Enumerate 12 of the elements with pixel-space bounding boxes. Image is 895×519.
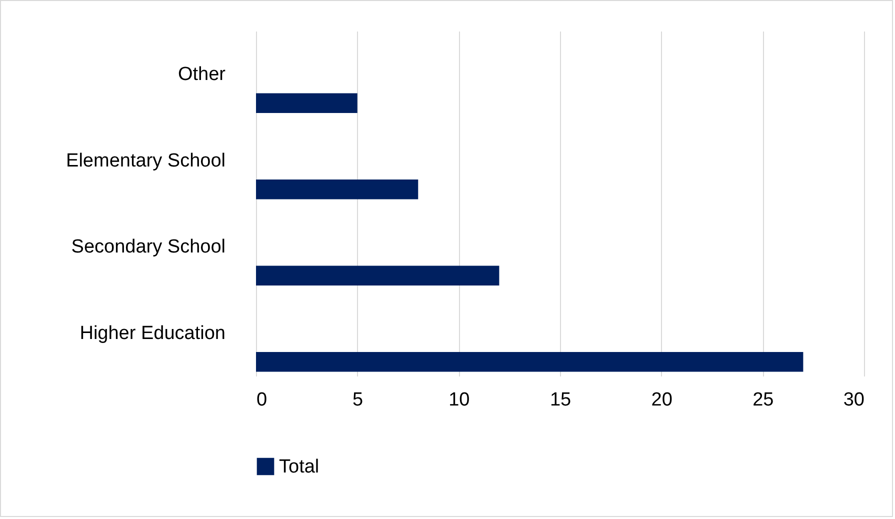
legend-label: Total bbox=[279, 456, 320, 478]
y-tick-label: Other bbox=[178, 64, 226, 86]
x-tick-label: 15 bbox=[550, 390, 572, 410]
x-tick-label: 30 bbox=[843, 390, 864, 410]
x-tick-label: 20 bbox=[651, 390, 672, 410]
y-tick-label: Secondary School bbox=[71, 236, 226, 258]
y-tick-label: Higher Education bbox=[80, 322, 226, 344]
x-tick-label: 5 bbox=[352, 390, 364, 410]
x-tick-label: 10 bbox=[448, 390, 470, 410]
x-tick-label: 25 bbox=[752, 390, 774, 410]
y-tick-label: Elementary School bbox=[66, 150, 226, 172]
x-tick-label: 0 bbox=[256, 390, 268, 410]
